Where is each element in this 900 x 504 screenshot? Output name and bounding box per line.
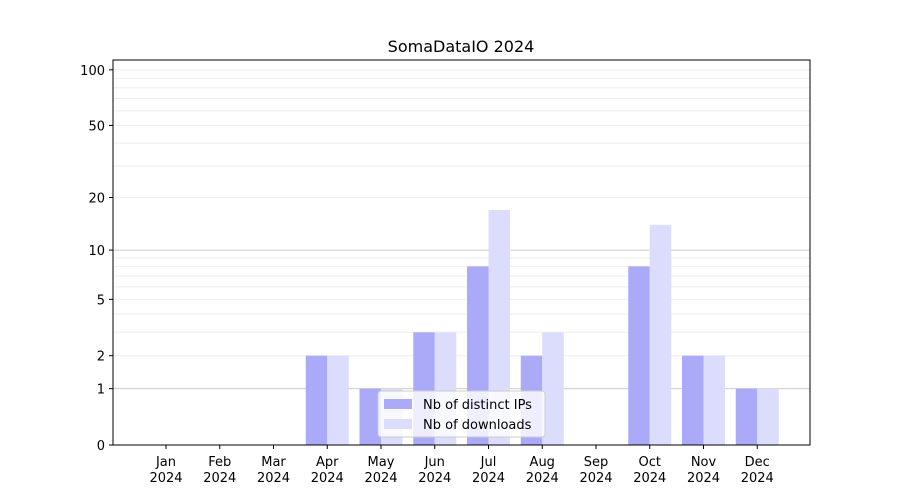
- bar-distinct-ips: [735, 388, 758, 445]
- bar-distinct-ips: [628, 266, 650, 445]
- x-tick-label: Oct 2024: [633, 455, 666, 486]
- y-tick-label: 10: [88, 244, 105, 259]
- chart-title: SomaDataIO 2024: [388, 37, 535, 56]
- x-tick-label: Aug 2024: [526, 455, 559, 486]
- x-tick-label: Jul 2024: [472, 455, 505, 486]
- x-tick-label: Mar 2024: [257, 455, 290, 486]
- x-tick-label: Apr 2024: [311, 455, 344, 486]
- legend-swatch: [384, 419, 412, 429]
- bar-downloads: [327, 355, 349, 445]
- x-tick-label: Dec 2024: [741, 455, 774, 486]
- plot-frame: [112, 59, 811, 446]
- bar-downloads: [542, 332, 564, 445]
- y-tick-label: 1: [97, 383, 105, 398]
- bar-downloads: [488, 210, 510, 445]
- y-tick-label: 50: [88, 119, 105, 134]
- bar-distinct-ips: [682, 355, 704, 445]
- x-tick-label: Feb 2024: [203, 455, 236, 486]
- y-tick-label: 20: [88, 192, 105, 207]
- x-tick-label: Jan 2024: [149, 455, 182, 486]
- y-tick-label: 100: [80, 64, 105, 79]
- legend-box: [377, 390, 546, 438]
- bar-distinct-ips: [359, 388, 381, 445]
- x-tick-label: Nov 2024: [687, 455, 720, 486]
- bar-downloads: [703, 355, 725, 445]
- legend: Nb of distinct IPs Nb of downloads: [377, 390, 546, 438]
- bar-downloads: [649, 224, 672, 445]
- legend-swatch: [384, 399, 412, 409]
- x-tick-label: Sep 2024: [579, 455, 612, 486]
- legend-label: Nb of distinct IPs: [423, 398, 532, 413]
- y-tick-label: 0: [97, 439, 105, 454]
- x-tick-label: Jun 2024: [418, 455, 451, 486]
- bar-downloads: [757, 388, 779, 445]
- bar-distinct-ips: [305, 355, 328, 445]
- legend-label: Nb of downloads: [423, 418, 532, 433]
- y-tick-label: 5: [97, 293, 105, 308]
- y-tick-label: 2: [97, 350, 105, 365]
- x-tick-label: May 2024: [364, 455, 397, 486]
